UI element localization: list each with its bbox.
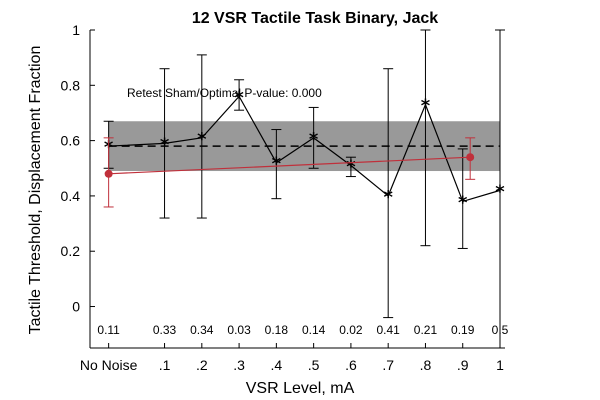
p-value-label: 0.11 — [97, 323, 120, 337]
p-value-label: 0.02 — [339, 323, 363, 337]
plot-area: 0 0.2 0.4 0.6 0.8 1 No Noise .1 .2 .3 .4 .5 .6 .7 .8 .9… — [61, 22, 509, 373]
x-tick-label: 1 — [496, 357, 504, 373]
data-point: * — [495, 181, 505, 202]
p-value-label: 0.18 — [265, 323, 289, 337]
x-tick-label: .8 — [420, 357, 432, 373]
p-value-label: 0.34 — [190, 323, 214, 337]
x-tick-label: .2 — [196, 357, 208, 373]
p-value-label: 0.5 — [492, 323, 509, 337]
p-value-label: 0.41 — [377, 323, 401, 337]
p-value-label: 0.33 — [153, 323, 177, 337]
x-tick-label: No Noise — [80, 357, 138, 373]
y-tick-label: 0 — [72, 299, 80, 315]
y-tick-label: 0.6 — [61, 133, 81, 149]
data-point: * — [309, 129, 319, 150]
y-tick-label: 0.8 — [61, 77, 81, 93]
y-tick-label: 0.4 — [61, 188, 81, 204]
x-tick-label: .4 — [271, 357, 283, 373]
x-tick-label: .3 — [233, 357, 245, 373]
p-value-label: 0.21 — [414, 323, 438, 337]
y-tick-label: 1 — [72, 22, 80, 38]
x-tick-label: .7 — [382, 357, 394, 373]
p-value-label: 0.19 — [451, 323, 475, 337]
x-tick-label: .9 — [457, 357, 469, 373]
data-point: * — [160, 134, 170, 155]
x-tick-label: .1 — [159, 357, 171, 373]
chart-annotation: Retest Sham/Optimal P-value: 0.000 — [127, 86, 322, 100]
p-value-label: 0.14 — [302, 323, 326, 337]
data-point: * — [346, 156, 356, 177]
x-tick-label: .6 — [345, 357, 357, 373]
p-value-label: 0.03 — [227, 323, 251, 337]
y-axis-label: Tactile Threshold, Displacement Fraction — [27, 46, 44, 335]
data-point: * — [234, 87, 244, 108]
data-point: * — [421, 96, 431, 117]
x-tick-label: .5 — [308, 357, 320, 373]
data-point: * — [458, 192, 468, 213]
data-point: * — [272, 154, 282, 175]
series-line-1 — [108, 156, 471, 175]
chart-title: 12 VSR Tactile Task Binary, Jack — [192, 10, 438, 27]
data-point: * — [383, 187, 393, 208]
x-axis-label: VSR Level, mA — [246, 380, 355, 397]
y-tick-label: 0.2 — [61, 243, 81, 259]
data-point: * — [197, 129, 207, 150]
data-point — [104, 169, 113, 178]
data-point — [466, 153, 475, 162]
